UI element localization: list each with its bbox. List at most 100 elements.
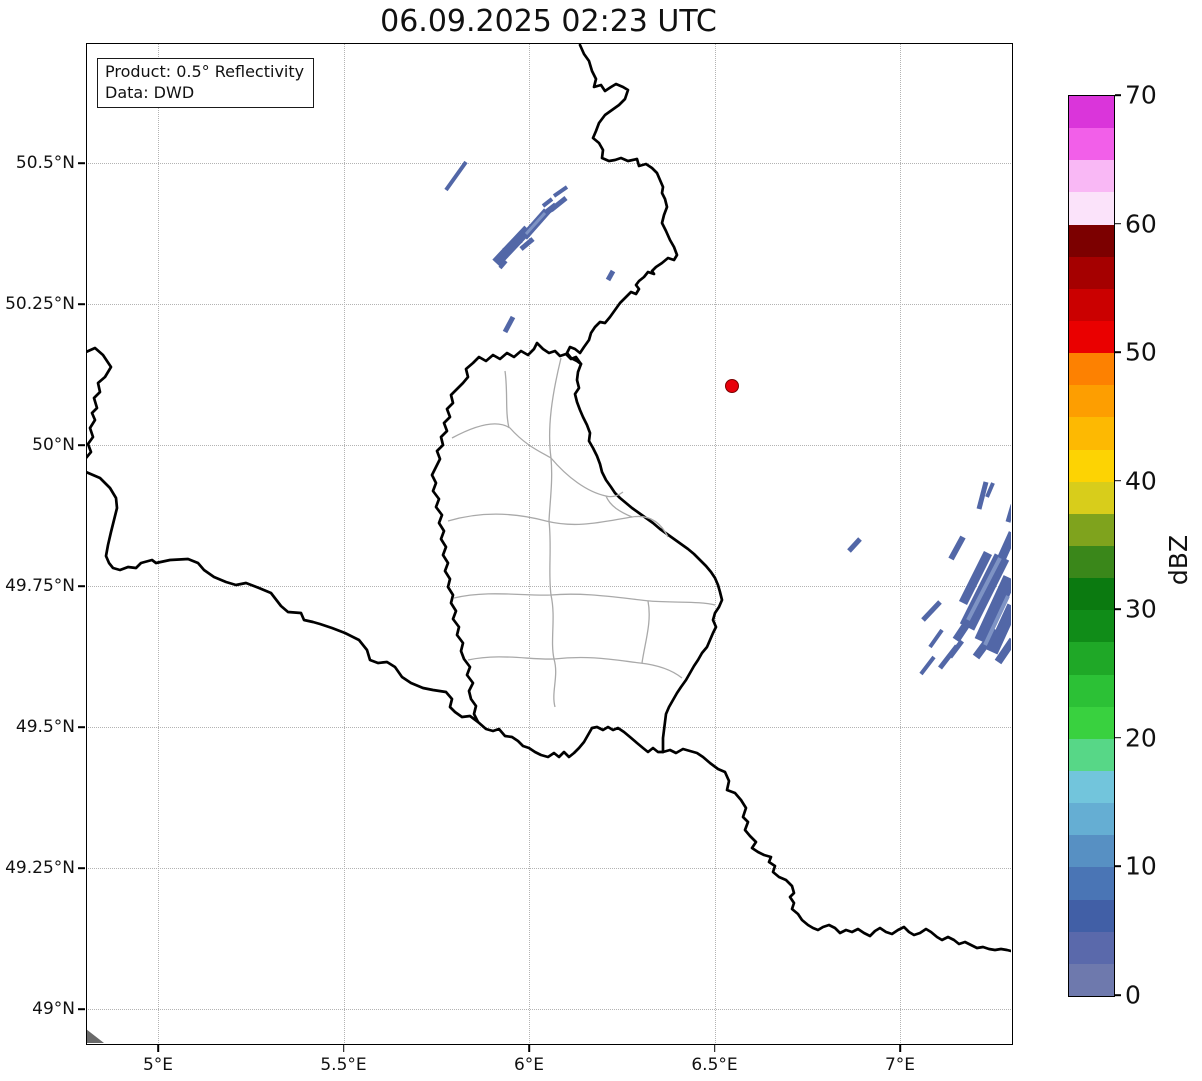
grid-line-vertical (158, 43, 159, 1043)
grid-line-vertical (900, 43, 901, 1043)
echo-streak (502, 237, 523, 254)
x-axis-tick-label: 6°E (513, 1055, 545, 1075)
france-germany-border (661, 747, 1011, 953)
colorbar-tick (1115, 479, 1121, 482)
colorbar-segment (1069, 674, 1114, 707)
luxembourg-border (430, 341, 724, 759)
colorbar-segment (1069, 96, 1114, 129)
y-axis-tick (78, 867, 85, 869)
y-axis-tick (78, 585, 85, 587)
colorbar-tick-label: 40 (1125, 466, 1157, 496)
colorbar-tick-label: 60 (1125, 209, 1157, 239)
colorbar-tick (1115, 351, 1121, 353)
colorbar-segment (1069, 288, 1114, 321)
echo-streak (985, 482, 995, 498)
colorbar-tick (1115, 608, 1121, 611)
grid-line-horizontal (86, 1009, 1011, 1010)
colorbar-segment (1069, 513, 1114, 546)
y-axis-tick-label: 49.25°N (5, 858, 75, 878)
colorbar-segment (1069, 160, 1114, 193)
info-box-product-line: Product: 0.5° Reflectivity (105, 62, 305, 81)
colorbar (1068, 95, 1115, 997)
y-axis-tick (78, 162, 85, 164)
map-svg (86, 43, 1011, 1043)
echo-streak (549, 196, 568, 212)
colorbar-tick (1115, 994, 1121, 996)
echo-streak (983, 595, 1010, 646)
colorbar-segment (1069, 770, 1114, 804)
corner-wedge (86, 1029, 104, 1043)
echo-streak (524, 211, 547, 236)
echo-streak (958, 550, 993, 606)
grid-line-horizontal (86, 304, 1011, 305)
y-axis-tick (78, 303, 85, 305)
colorbar-segment (1069, 449, 1114, 482)
colorbar-tick-label: 20 (1125, 723, 1157, 753)
colorbar-tick (1115, 222, 1121, 225)
colorbar-axis-label: dBZ (1163, 534, 1193, 586)
colorbar-segment (1069, 610, 1114, 643)
colorbar-segment (1069, 481, 1114, 514)
x-axis-tick (342, 1045, 345, 1052)
echo-streak (605, 269, 616, 282)
y-axis-tick-label: 50.5°N (15, 153, 75, 173)
colorbar-segment (1069, 417, 1114, 450)
grid-line-horizontal (86, 727, 1011, 728)
echo-streak (986, 603, 1011, 655)
colorbar-tick-label: 70 (1125, 80, 1157, 110)
echo-streak (541, 197, 554, 208)
grid-line-horizontal (86, 163, 1011, 164)
colorbar-tick-label: 0 (1125, 980, 1141, 1010)
x-axis-tick-label: 7°E (884, 1055, 916, 1075)
colorbar-segment (1069, 867, 1114, 900)
colorbar-segment (1069, 353, 1114, 386)
colorbar-tick-label: 30 (1125, 594, 1157, 624)
colorbar-tick (1115, 737, 1121, 739)
colorbar-segment (1069, 545, 1114, 579)
echo-streak (847, 537, 862, 553)
echo-streak (919, 655, 936, 676)
y-axis-tick-label: 50°N (32, 435, 75, 455)
radar-echoes (444, 160, 1011, 676)
echo-streak (519, 237, 535, 251)
colorbar-segment (1069, 256, 1114, 289)
colorbar-segment (1069, 320, 1114, 354)
colorbar-segment (1069, 963, 1114, 996)
y-axis-tick (78, 1008, 85, 1010)
colorbar-tick-label: 50 (1125, 337, 1157, 367)
info-box-data-line: Data: DWD (105, 83, 195, 102)
grid-line-horizontal (86, 445, 1011, 446)
echo-streak (948, 535, 966, 561)
x-axis-tick-label: 6.5°E (691, 1055, 738, 1075)
luxembourg-canton-borders (447, 357, 716, 708)
y-axis-tick-label: 49.75°N (5, 576, 75, 596)
echo-streak (994, 637, 1011, 665)
echo-streak (948, 639, 964, 659)
y-axis-tick (78, 726, 85, 728)
echo-streak (921, 600, 942, 622)
france-belgium-border (86, 470, 480, 724)
grid-line-vertical (714, 43, 716, 1043)
colorbar-tick (1115, 865, 1121, 868)
y-axis-tick-label: 50.25°N (5, 294, 75, 314)
x-axis-tick-label: 5°E (142, 1055, 174, 1075)
colorbar-segment (1069, 578, 1114, 611)
border-fragment-northwest (86, 346, 113, 460)
colorbar-segment (1069, 835, 1114, 868)
colorbar-segment (1069, 931, 1114, 964)
echo-streak (1005, 504, 1011, 523)
x-axis-tick-label: 5.5°E (320, 1055, 367, 1075)
colorbar-segment (1069, 803, 1114, 836)
x-axis-tick (899, 1045, 901, 1052)
echo-streak (552, 185, 569, 198)
echo-streak (498, 259, 508, 270)
y-axis-tick (78, 444, 85, 446)
echo-streak (444, 160, 468, 192)
map-title: 06.09.2025 02:23 UTC (380, 4, 717, 39)
colorbar-segment (1069, 192, 1114, 225)
echo-streak (928, 628, 944, 649)
colorbar-segment (1069, 128, 1114, 161)
colorbar-tick-label: 10 (1125, 851, 1157, 881)
grid-line-horizontal (86, 868, 1011, 869)
x-axis-tick (713, 1045, 716, 1052)
